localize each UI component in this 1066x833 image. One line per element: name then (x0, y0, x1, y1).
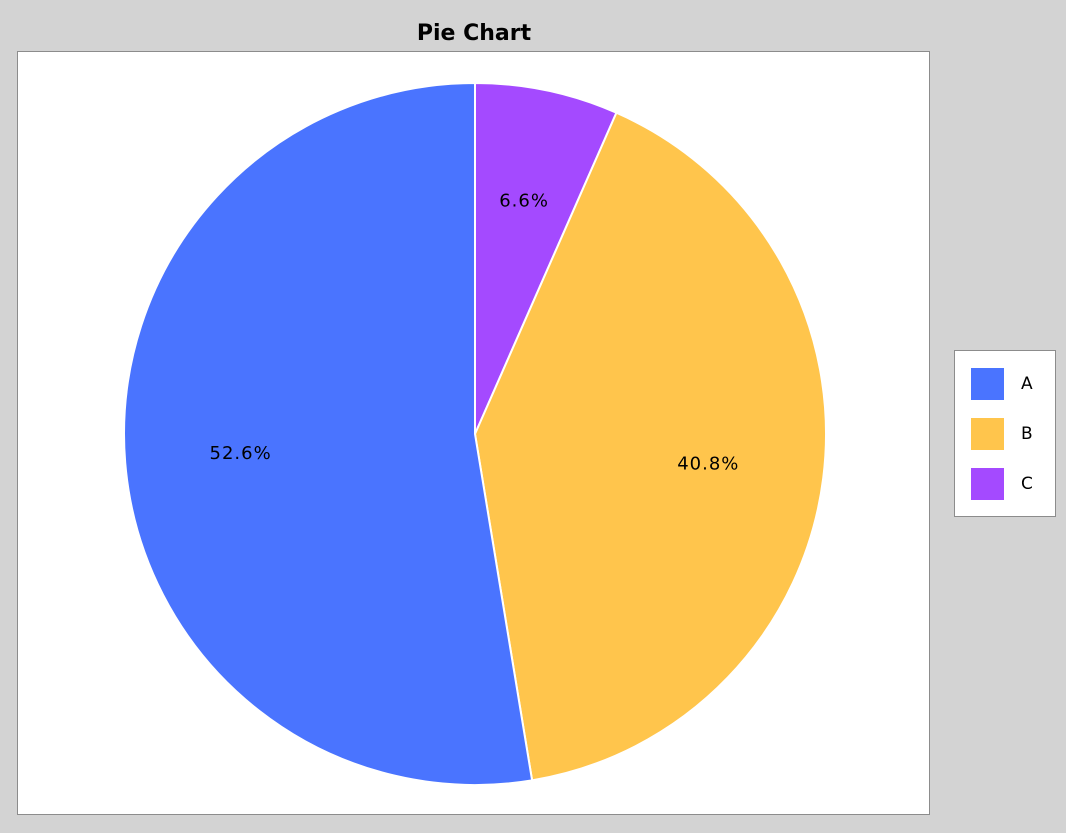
legend-swatch-a (971, 368, 1004, 400)
slice-b (473, 111, 827, 782)
legend-swatch-c (971, 468, 1004, 500)
pie-chart: 6.6% 40.8% 52.6% (123, 81, 827, 786)
plot-area: 6.6% 40.8% 52.6% (17, 51, 930, 815)
slice-label-a: 52.6% (210, 443, 272, 464)
legend-item-c: C (971, 468, 1051, 500)
chart-title: Pie Chart (416, 21, 532, 46)
slice-label-c: 6.6% (499, 190, 549, 211)
legend: A B C (954, 350, 1056, 517)
legend-label-b: B (1021, 424, 1033, 444)
legend-item-b: B (971, 418, 1051, 450)
legend-label-c: C (1021, 474, 1033, 494)
legend-item-a: A (971, 368, 1051, 400)
slice-a (123, 81, 534, 786)
slice-c (474, 81, 618, 435)
slice-label-b: 40.8% (677, 454, 739, 475)
legend-swatch-b (971, 418, 1004, 450)
legend-label-a: A (1021, 374, 1033, 394)
